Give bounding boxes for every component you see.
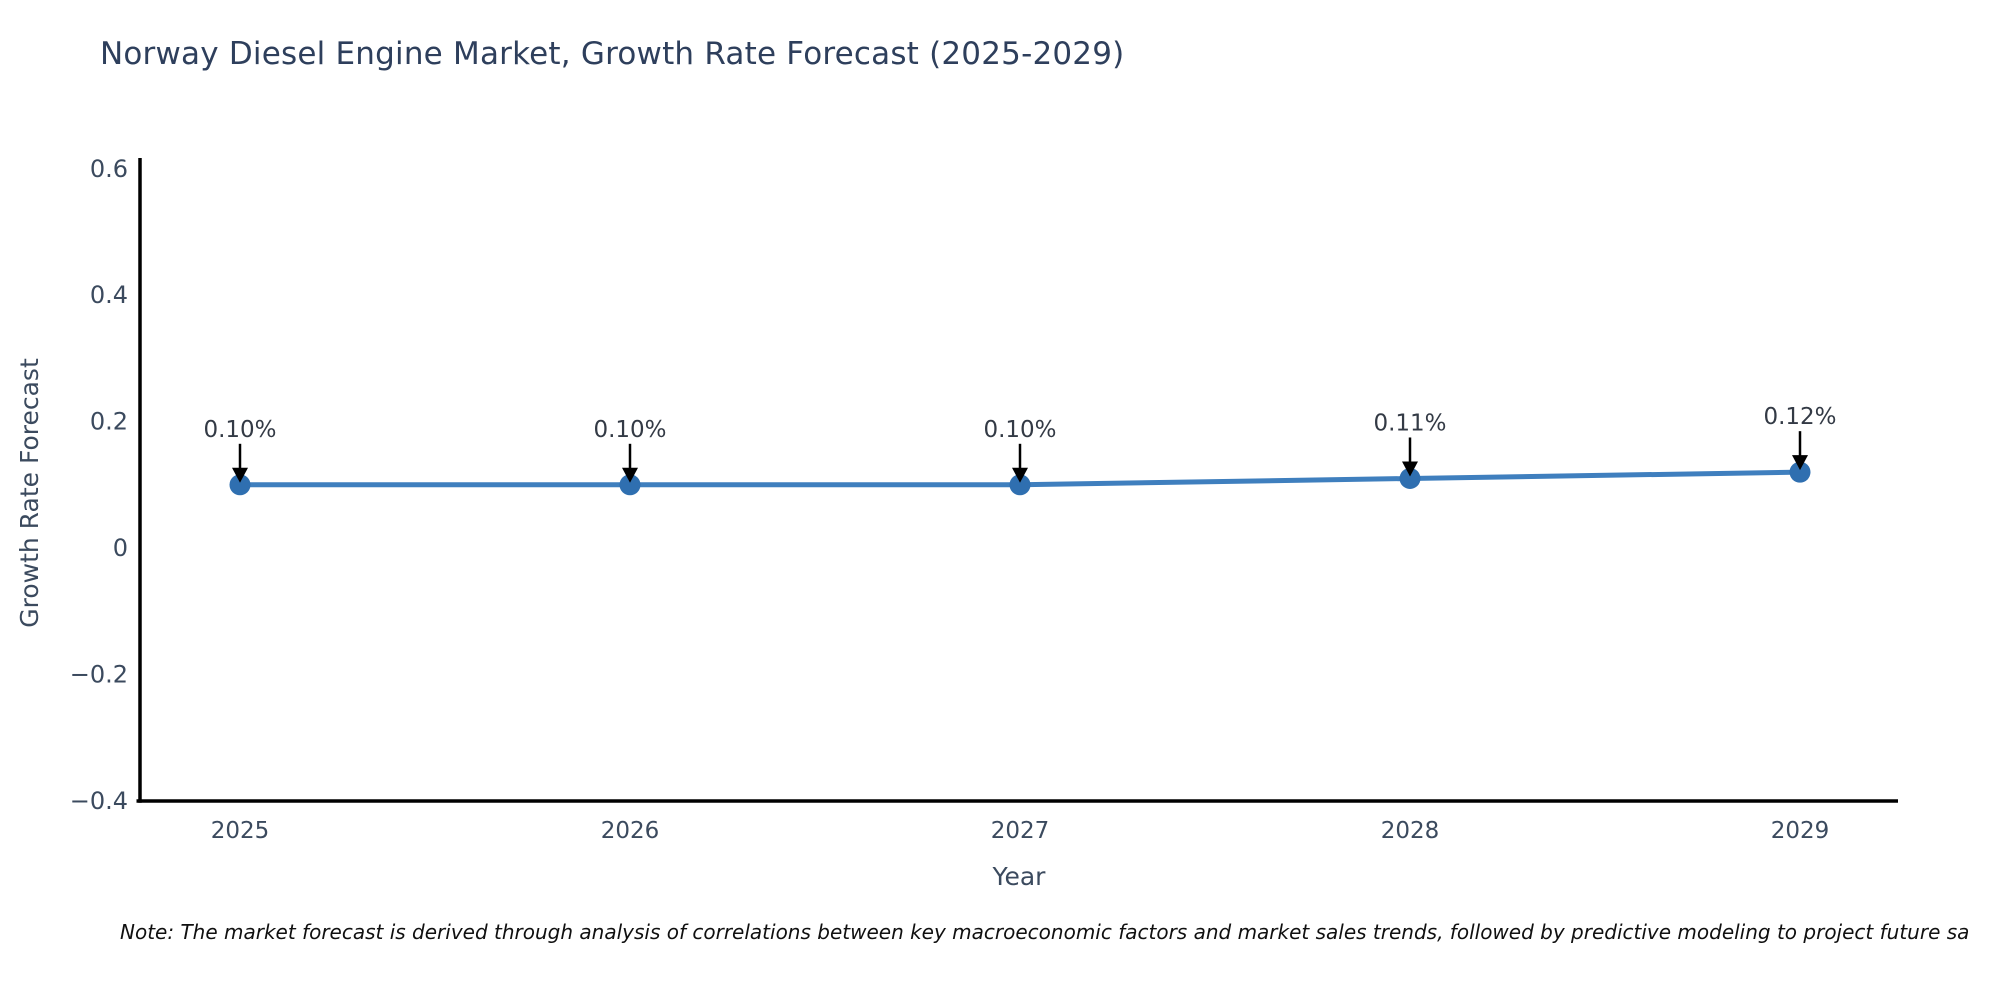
annotation-arrow-head (622, 467, 638, 483)
data-point-label: 0.10% (983, 417, 1056, 443)
annotation-arrow-head (1402, 461, 1418, 477)
x-tick-label: 2027 (991, 818, 1050, 844)
y-axis-title: Growth Rate Forecast (15, 358, 44, 628)
chart-note: Note: The market forecast is derived thr… (120, 920, 1970, 944)
data-point-label: 0.11% (1373, 410, 1446, 436)
annotation-arrow-head (1792, 455, 1808, 471)
x-axis-title: Year (992, 862, 1046, 891)
data-point-label: 0.10% (203, 417, 276, 443)
x-tick-label: 2025 (211, 818, 270, 844)
data-point-marker (619, 474, 641, 496)
data-point-marker (229, 474, 251, 496)
x-tick-label: 2026 (601, 818, 660, 844)
y-tick-label: 0.2 (90, 408, 128, 436)
data-point-marker (1009, 474, 1031, 496)
y-tick-label: 0.4 (90, 281, 128, 309)
x-tick-label: 2029 (1771, 818, 1830, 844)
chart-title: Norway Diesel Engine Market, Growth Rate… (100, 36, 1125, 72)
data-point-marker (1789, 461, 1811, 483)
data-point-label: 0.10% (593, 417, 666, 443)
data-point-marker (1399, 467, 1421, 489)
y-tick-label: −0.4 (70, 787, 128, 815)
x-tick-label: 2028 (1381, 818, 1440, 844)
y-tick-label: 0.6 (90, 155, 128, 183)
y-tick-label: −0.2 (70, 660, 128, 688)
annotation-arrow-head (1012, 467, 1028, 483)
data-point-label: 0.12% (1763, 404, 1836, 430)
annotation-arrow-head (232, 467, 248, 483)
y-tick-label: 0 (113, 534, 128, 562)
